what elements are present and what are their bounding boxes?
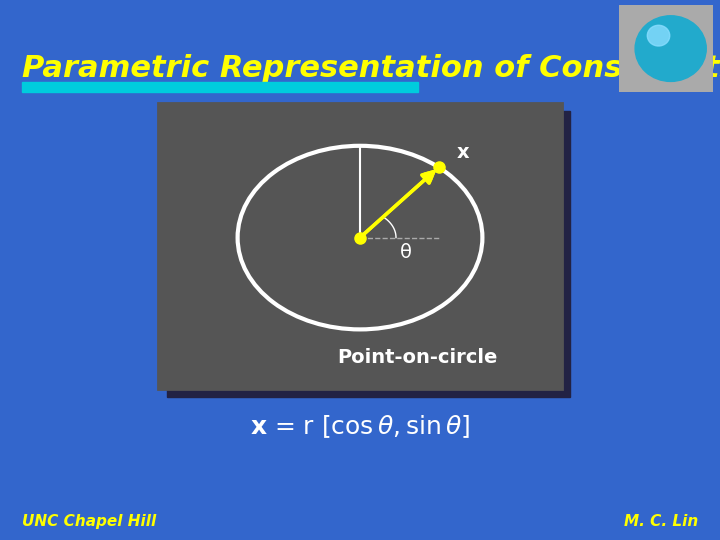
Text: $\mathbf{x}$ = r $\left[\cos\theta, \sin\theta\right]$: $\mathbf{x}$ = r $\left[\cos\theta, \sin…: [250, 413, 470, 440]
Circle shape: [635, 16, 706, 82]
Text: x: x: [456, 143, 469, 162]
Text: θ: θ: [400, 243, 412, 262]
Bar: [158, 103, 562, 389]
Bar: [167, 111, 570, 397]
Text: UNC Chapel Hill: UNC Chapel Hill: [22, 514, 156, 529]
Text: Parametric Representation of Constraints: Parametric Representation of Constraints: [22, 54, 720, 83]
Bar: [22, 82, 418, 92]
Text: M. C. Lin: M. C. Lin: [624, 514, 698, 529]
Text: Point-on-circle: Point-on-circle: [338, 348, 498, 367]
Circle shape: [647, 25, 670, 46]
